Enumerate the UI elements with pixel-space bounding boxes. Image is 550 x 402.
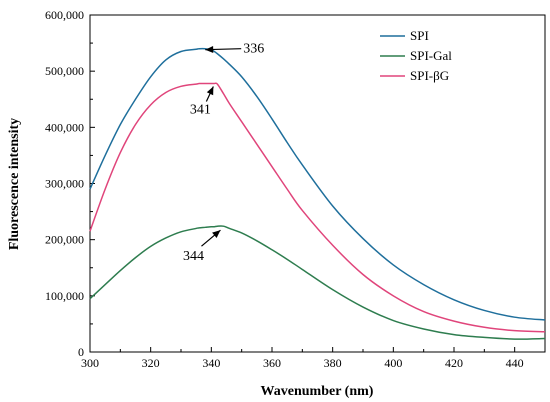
x-tick-label: 360 xyxy=(263,356,281,370)
annotation-label-336: 336 xyxy=(243,42,264,57)
x-tick-label: 400 xyxy=(384,356,402,370)
x-tick-label: 320 xyxy=(142,356,160,370)
x-axis-title: Wavenumber (nm) xyxy=(261,384,374,399)
y-tick-label: 600,000 xyxy=(45,8,84,22)
x-tick-label: 420 xyxy=(445,356,463,370)
x-tick-label: 300 xyxy=(81,356,99,370)
x-axis: 300 320 340 360 380 400 420 440 xyxy=(81,347,524,370)
legend-label-3: SPI-βG xyxy=(410,68,449,83)
series-line-1 xyxy=(89,47,546,321)
annotation-arrow-344 xyxy=(201,229,221,247)
x-tick-label: 340 xyxy=(202,356,220,370)
series-line-3 xyxy=(89,82,546,333)
y-tick-label: 100,000 xyxy=(45,289,84,303)
y-tick-label: 500,000 xyxy=(45,64,84,78)
series-line-2 xyxy=(89,225,546,340)
x-tick-label: 440 xyxy=(506,356,524,370)
annotation-label-341: 341 xyxy=(190,103,211,118)
y-axis: 0 100,000 200,000 300,000 400,000 500,000 600,… xyxy=(45,8,95,359)
annotation-label-344: 344 xyxy=(183,249,204,264)
y-axis-title: Fluorescence intensity xyxy=(7,118,22,250)
legend-label-1: SPI xyxy=(410,28,429,43)
annotation-layer: 336 341 344 xyxy=(183,42,264,264)
legend-label-2: SPI-Gal xyxy=(410,48,452,63)
y-tick-label: 400,000 xyxy=(45,120,84,134)
y-tick-label: 0 xyxy=(78,345,84,359)
x-tick-label: 380 xyxy=(324,356,342,370)
series-layer xyxy=(89,47,546,340)
legend: SPI SPI-Gal SPI-βG xyxy=(380,28,452,83)
annotation-arrow-341 xyxy=(205,86,214,102)
annotation-arrow-336 xyxy=(205,45,242,53)
y-tick-label: 200,000 xyxy=(45,233,84,247)
y-tick-label: 300,000 xyxy=(45,177,84,191)
plot-frame xyxy=(89,14,546,353)
